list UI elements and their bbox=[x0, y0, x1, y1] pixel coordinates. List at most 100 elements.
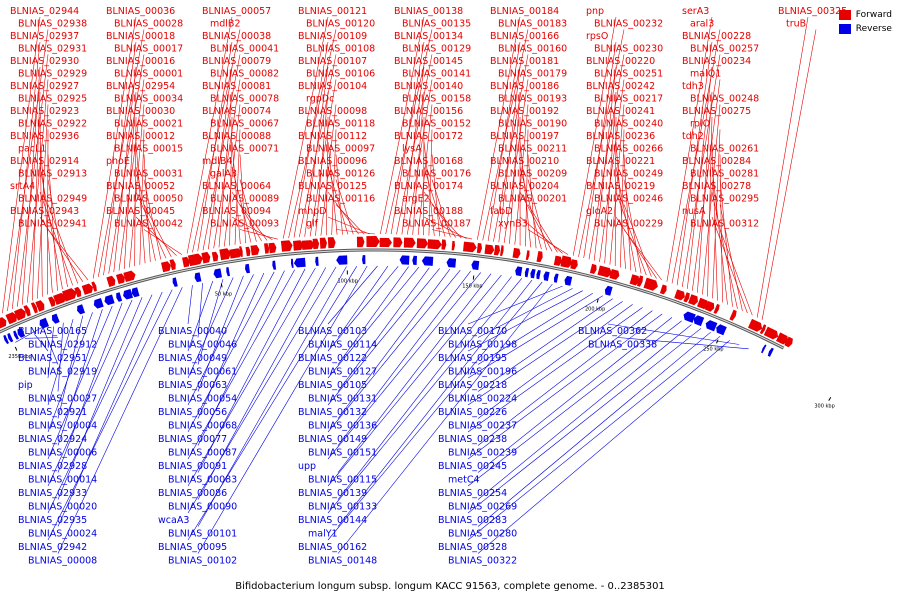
leader-line bbox=[47, 319, 74, 406]
leader-line bbox=[477, 331, 711, 527]
forward-gene-label: mdlB4 bbox=[202, 156, 233, 167]
forward-gene-label: BLNIAS_00217 bbox=[594, 94, 663, 105]
leader-line bbox=[519, 216, 563, 254]
leader-line bbox=[187, 271, 275, 433]
reverse-gene bbox=[213, 268, 222, 279]
leader-line bbox=[39, 166, 63, 289]
reverse-gene-label: BLNIAS_00006 bbox=[28, 448, 97, 459]
forward-gene-label: BLNIAS_00052 bbox=[106, 181, 175, 192]
forward-gene-label: BLNIAS_00246 bbox=[594, 194, 663, 205]
leader-line bbox=[692, 79, 721, 291]
forward-gene bbox=[35, 300, 45, 312]
forward-gene bbox=[201, 251, 211, 264]
reverse-gene-label: BLNIAS_00238 bbox=[438, 434, 507, 445]
map-caption: Bifidobacterium longum subsp. longum KAC… bbox=[235, 581, 665, 592]
leader-line bbox=[327, 265, 378, 325]
reverse-gene bbox=[39, 317, 49, 329]
forward-gene-label: BLNIAS_02954 bbox=[106, 81, 175, 92]
leader-line bbox=[304, 66, 329, 237]
forward-gene-label: BLNIAS_00145 bbox=[394, 56, 463, 67]
tick-label: 300 kbp bbox=[814, 404, 834, 410]
forward-gene-label: serA3 bbox=[682, 6, 709, 17]
forward-gene bbox=[451, 240, 455, 251]
forward-gene bbox=[609, 269, 620, 280]
reverse-gene-label: BLNIAS_00068 bbox=[168, 421, 237, 432]
forward-gene bbox=[643, 277, 658, 291]
forward-gene-label: BLNIAS_00038 bbox=[202, 31, 271, 42]
reverse-gene bbox=[226, 267, 230, 277]
leader-line bbox=[57, 297, 143, 500]
reverse-gene bbox=[564, 275, 573, 286]
forward-gene-label: BLNIAS_02914 bbox=[10, 156, 79, 167]
forward-gene-label: BLNIAS_00093 bbox=[210, 219, 279, 230]
leader-line bbox=[143, 179, 162, 260]
leader-line bbox=[623, 204, 652, 277]
forward-gene-label: BLNIAS_00112 bbox=[298, 131, 367, 142]
forward-gene-label: malQ1 bbox=[690, 69, 721, 80]
forward-gene-label: BLNIAS_00134 bbox=[394, 31, 463, 42]
leader-line bbox=[57, 309, 103, 446]
forward-gene-label: BLNIAS_00126 bbox=[306, 169, 375, 180]
forward-gene-label: BLNIAS_00098 bbox=[298, 106, 367, 117]
leader-line bbox=[337, 279, 533, 527]
leader-line bbox=[337, 276, 512, 500]
leader-line bbox=[47, 179, 68, 288]
leader-line bbox=[2, 16, 41, 314]
forward-gene bbox=[229, 248, 243, 259]
leader-line bbox=[129, 104, 145, 268]
forward-gene-label: BLNIAS_00251 bbox=[594, 69, 663, 80]
forward-gene-label: BLNIAS_00094 bbox=[202, 206, 271, 217]
leader-line bbox=[32, 91, 41, 301]
reverse-labels: BLNIAS_00165 BLNIAS_02912 BLNIAS_02951 BLNI… bbox=[18, 326, 657, 567]
forward-gene bbox=[427, 239, 442, 250]
leader-line bbox=[57, 287, 183, 554]
leader-line bbox=[467, 290, 583, 352]
leader-line bbox=[187, 266, 358, 541]
leader-line bbox=[187, 267, 316, 487]
forward-gene bbox=[553, 255, 562, 266]
reverse-gene bbox=[315, 256, 319, 266]
forward-gene-label: BLNIAS_02925 bbox=[18, 94, 87, 105]
forward-gene-label: BLNIAS_02941 bbox=[18, 219, 87, 230]
forward-gene-label: BLNIAS_02944 bbox=[10, 6, 79, 17]
forward-gene-label: BLNIAS_00140 bbox=[394, 81, 463, 92]
forward-gene bbox=[748, 318, 763, 332]
reverse-gene-label: upp bbox=[298, 461, 316, 472]
leader-line bbox=[702, 104, 721, 295]
reverse-gene-label: BLNIAS_00132 bbox=[298, 407, 367, 418]
leader-line bbox=[187, 274, 254, 406]
leader-line bbox=[578, 29, 625, 257]
leader-line bbox=[477, 16, 521, 240]
leader-line bbox=[17, 54, 49, 307]
leader-line bbox=[431, 179, 451, 238]
tick-label: 100 kbp bbox=[337, 278, 357, 284]
forward-gene-label: BLNIAS_00120 bbox=[306, 19, 375, 30]
forward-gene-label: BLNIAS_00166 bbox=[490, 31, 559, 42]
reverse-gene-label: BLNIAS_02951 bbox=[18, 353, 87, 364]
forward-leader-lines bbox=[2, 16, 817, 320]
reverse-gene-label: BLNIAS_02935 bbox=[18, 515, 87, 526]
forward-gene-label: BLNIAS_02923 bbox=[10, 106, 79, 117]
forward-gene-label: BLNIAS_00220 bbox=[586, 56, 655, 67]
leader-line bbox=[615, 191, 647, 276]
leader-line bbox=[525, 129, 529, 247]
leader-line bbox=[623, 154, 632, 271]
forward-gene-label: BLNIAS_02930 bbox=[10, 56, 79, 67]
forward-gene-label: BLNIAS_00210 bbox=[490, 156, 559, 167]
leader-line bbox=[315, 91, 329, 236]
forward-gene-label: BLNIAS_00221 bbox=[586, 156, 655, 167]
forward-gene-label: BLNIAS_00209 bbox=[498, 169, 567, 180]
forward-gene bbox=[476, 243, 482, 254]
forward-gene-label: BLNIAS_00079 bbox=[202, 56, 271, 67]
reverse-gene bbox=[362, 255, 366, 265]
reverse-gene bbox=[7, 333, 14, 343]
leader-line bbox=[423, 216, 467, 239]
leader-line bbox=[327, 266, 420, 379]
forward-gene-label: BLNIAS_00001 bbox=[114, 69, 183, 80]
forward-gene-label: BLNIAS_00228 bbox=[682, 31, 751, 42]
leader-line bbox=[239, 179, 257, 242]
forward-gene bbox=[62, 288, 77, 302]
forward-gene-label: BLNIAS_00016 bbox=[106, 56, 175, 67]
leader-line bbox=[380, 16, 425, 235]
forward-gene-label: BLNIAS_00057 bbox=[202, 6, 271, 17]
